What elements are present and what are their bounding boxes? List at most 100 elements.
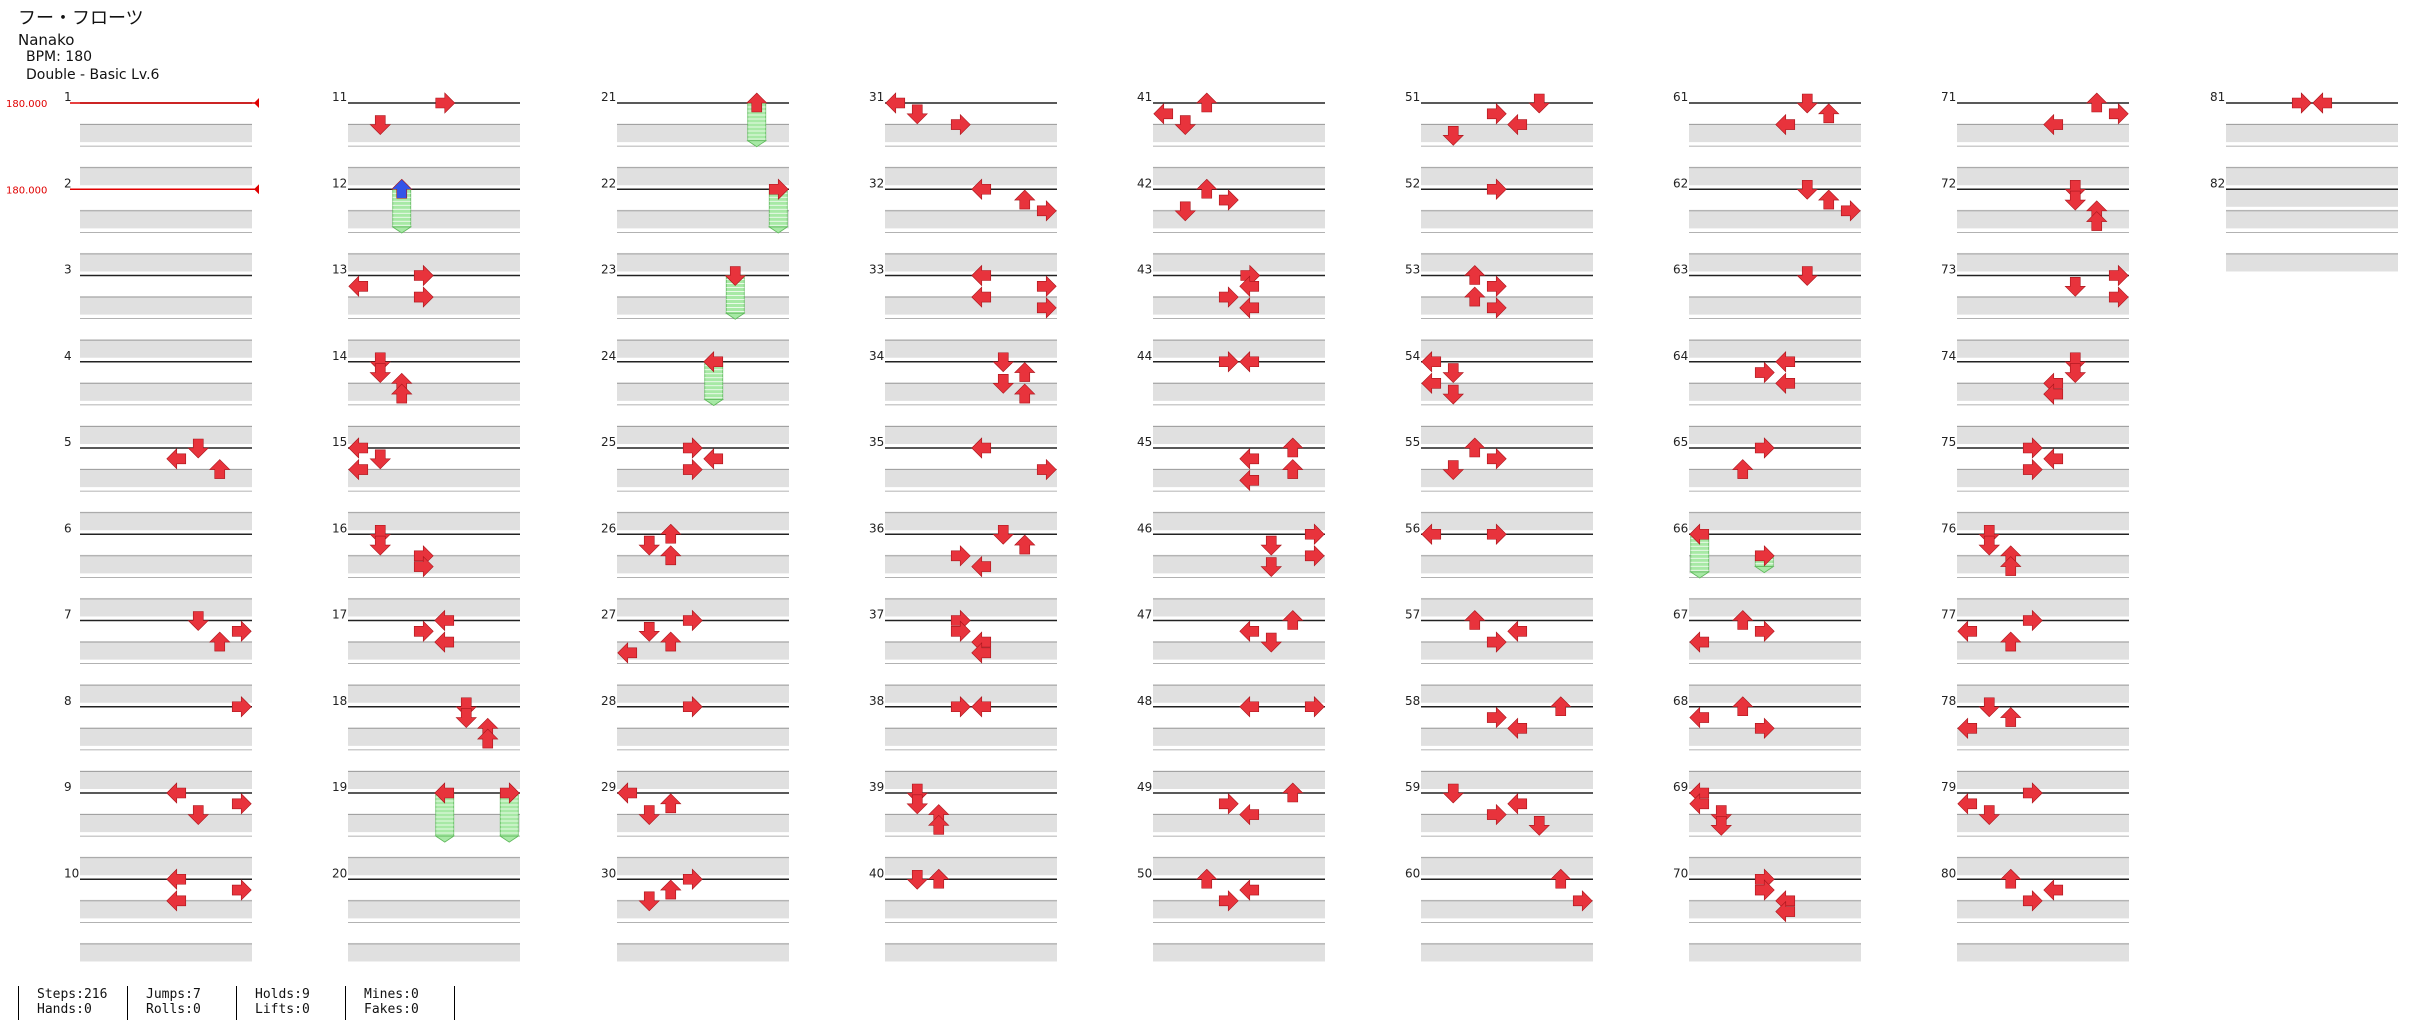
beat-band — [617, 641, 789, 660]
measure-number: 74 — [1941, 349, 1956, 363]
measure-22: 22 — [601, 176, 789, 272]
stat-steps: Steps:216 — [37, 987, 108, 1002]
song-artist: Nanako — [18, 30, 75, 49]
arrow-right-icon — [2108, 103, 2129, 125]
measure-number: 8 — [64, 694, 72, 708]
measure-5: 5 — [64, 435, 252, 531]
beat-band — [885, 425, 1057, 444]
beat-band — [885, 554, 1057, 574]
beat-band — [348, 252, 520, 272]
measure-number: 43 — [1137, 263, 1152, 277]
beat-band — [1421, 813, 1593, 833]
measure-33: 33 — [869, 263, 1057, 358]
measure-number: 65 — [1673, 435, 1688, 449]
beat-band — [1689, 339, 1861, 358]
arrow-up-icon — [928, 868, 950, 889]
arrow-down-icon — [992, 524, 1014, 545]
arrow-right-icon — [413, 286, 434, 308]
arrow-right-icon — [1304, 523, 1325, 545]
measure-number: 54 — [1405, 349, 1420, 363]
arrow-right-icon — [1754, 620, 1775, 643]
arrow-right-icon — [950, 545, 971, 567]
measure-number: 45 — [1137, 435, 1152, 449]
arrow-up-icon — [1282, 437, 1304, 458]
arrow-left-icon — [703, 448, 724, 470]
bpm-tick — [254, 184, 259, 195]
arrow-left-icon — [885, 92, 906, 114]
arrow-up-icon — [660, 631, 682, 652]
arrow-right-icon — [1036, 458, 1057, 481]
arrow-left-icon — [1775, 900, 1796, 923]
beat-band — [1957, 209, 2129, 229]
beat-band — [1421, 899, 1593, 919]
beat-band — [1957, 727, 2129, 746]
arrow-up-icon — [1818, 103, 1840, 124]
beat-band — [1957, 339, 2129, 358]
arrow-down-icon — [2064, 276, 2086, 297]
beat-band — [1957, 382, 2129, 401]
arrow-down-icon — [906, 794, 928, 815]
arrow-up-icon — [1550, 696, 1572, 717]
beat-band — [1957, 899, 2129, 919]
beat-band — [617, 468, 789, 488]
arrow-up-icon — [1550, 868, 1572, 889]
arrow-down-icon — [1710, 805, 1732, 825]
beat-band — [80, 425, 252, 444]
beat-band — [1957, 296, 2129, 315]
measure-19: 19 — [332, 780, 520, 876]
measure-number: 2 — [64, 176, 72, 190]
arrow-right-icon — [1036, 275, 1057, 298]
arrow-left-icon — [703, 351, 724, 373]
arrow-right-icon — [1218, 793, 1239, 815]
arrow-up-icon — [2086, 92, 2108, 113]
beat-band — [1153, 554, 1325, 574]
arrow-down-icon — [1442, 460, 1464, 480]
arrow-down-icon — [1796, 266, 1818, 286]
beat-band — [1421, 597, 1593, 617]
beat-band — [885, 252, 1057, 272]
beat-band — [885, 123, 1057, 143]
arrow-left-icon — [1775, 113, 1796, 136]
beat-band — [348, 296, 520, 315]
beat-band — [1153, 727, 1325, 746]
arrow-up-icon — [660, 545, 682, 566]
arrow-right-icon — [2022, 890, 2043, 912]
arrow-left-icon — [166, 868, 187, 890]
beat-band — [617, 942, 789, 962]
beat-band — [80, 166, 252, 186]
arrow-down-icon — [1978, 697, 2000, 718]
arrow-left-icon — [617, 782, 638, 804]
measure-number: 55 — [1405, 435, 1420, 449]
beat-band — [617, 166, 789, 186]
arrow-down-icon — [369, 363, 391, 383]
arrow-left-icon — [1507, 717, 1528, 740]
arrow-left-icon — [1689, 631, 1710, 653]
beat-band — [348, 425, 520, 444]
beat-band — [1689, 641, 1861, 660]
arrow-left-icon — [2043, 113, 2064, 136]
beat-band — [1421, 252, 1593, 272]
beat-band — [1153, 296, 1325, 315]
measure-number: 23 — [601, 263, 616, 277]
beat-band — [1689, 684, 1861, 703]
measure-8: 8 — [64, 694, 252, 789]
beat-band — [885, 899, 1057, 919]
beat-band — [348, 166, 520, 186]
arrow-left-icon — [1239, 297, 1260, 319]
measure-4: 4 — [64, 349, 252, 444]
beat-band — [885, 296, 1057, 315]
arrow-left-icon — [348, 275, 369, 298]
beat-band — [348, 597, 520, 617]
arrow-right-icon — [1572, 890, 1593, 912]
measure-number: 1 — [64, 90, 72, 104]
measure-21: 21 — [601, 90, 789, 186]
beat-band — [2226, 252, 2398, 272]
arrow-right-icon — [1036, 297, 1057, 319]
arrow-down-icon — [638, 891, 660, 912]
arrow-down-icon — [369, 115, 391, 135]
stat-steps-hands: Steps:216 Hands:0 — [18, 986, 127, 1020]
measure-number: 21 — [601, 90, 616, 104]
beat-band — [617, 813, 789, 833]
arrow-right-icon — [1754, 545, 1775, 567]
arrow-left-icon — [2043, 448, 2064, 470]
